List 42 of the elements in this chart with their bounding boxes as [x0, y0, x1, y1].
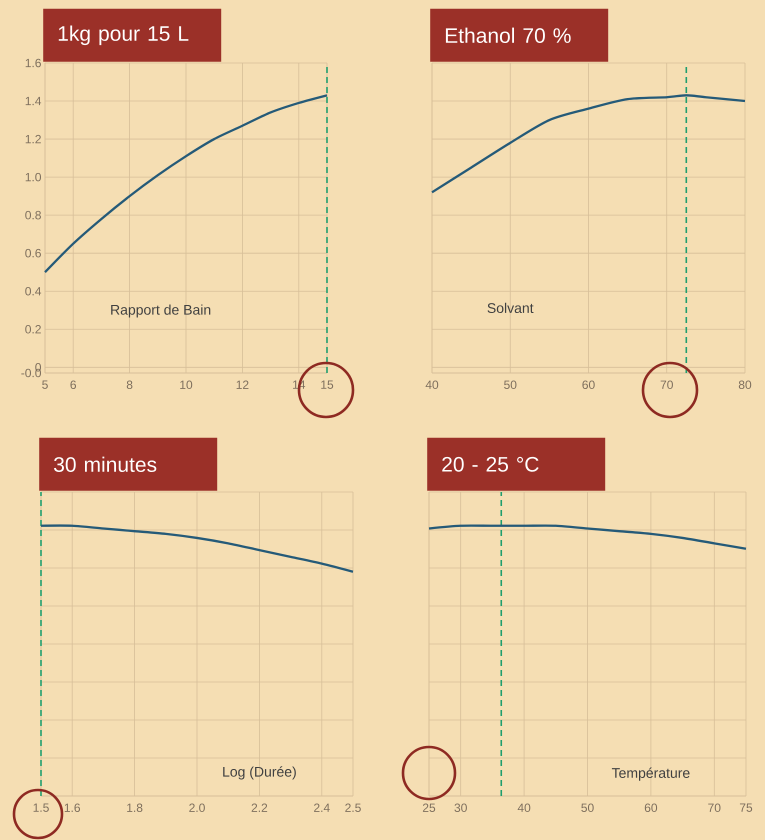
y-tick-label: 1.6 — [26, 58, 41, 68]
y-tick-label: 1.4 — [26, 96, 42, 106]
y-tick-label: 1.0 — [26, 172, 42, 182]
x-tick-label: 40 — [426, 380, 438, 390]
x-tick-label: 1.8 — [127, 804, 142, 812]
x-axis-title: Solvant — [488, 302, 534, 314]
x-tick-label: 15 — [321, 380, 334, 389]
x-tick-label: 1.6 — [64, 804, 80, 812]
chart-title: 1kg pour 15 L — [58, 26, 188, 46]
x-tick-label: 75 — [740, 804, 752, 812]
x-tick-label: 50 — [581, 804, 594, 812]
x-tick-label: 60 — [644, 804, 658, 812]
y-tick-label: 0.8 — [25, 210, 41, 220]
y-tick-label: 0.6 — [25, 248, 41, 258]
x-axis-title: Log (Durée) — [223, 766, 296, 780]
x-tick-label: 30 — [454, 804, 467, 812]
x-tick-label: 2.0 — [189, 804, 205, 812]
x-tick-label: 2.4 — [314, 804, 330, 812]
x-tick-label: 10 — [180, 380, 192, 390]
x-tick-label: 2.5 — [345, 804, 361, 812]
x-axis-title: Température — [612, 767, 690, 781]
chart-title: 20 - 25 °C — [442, 456, 539, 472]
y-tick-label: 0.2 — [25, 325, 41, 334]
chart-title: Ethanol 70 % — [446, 28, 571, 44]
x-tick-label: 6 — [70, 380, 76, 390]
x-tick-label: 60 — [582, 380, 595, 390]
y-tick-label: 1.2 — [26, 134, 41, 144]
x-axis-title: Rapport de Bain — [111, 304, 210, 318]
x-tick-label: 8 — [126, 380, 132, 390]
x-tick-label: 80 — [738, 380, 752, 390]
x-tick-label: 12 — [236, 380, 248, 389]
x-tick-label: 50 — [504, 380, 516, 390]
x-tick-label: 70 — [708, 804, 720, 812]
x-tick-label: 70 — [660, 380, 673, 390]
x-tick-label: 25 — [422, 804, 436, 812]
y-tick-label: 0.4 — [25, 286, 42, 296]
x-tick-label: 2.2 — [252, 804, 268, 812]
x-tick-label: 1.5 — [34, 804, 49, 812]
line-series — [44, 94, 328, 274]
x-tick-label: 5 — [42, 380, 48, 389]
x-tick-label: 40 — [518, 804, 530, 812]
chart-title: 30 minutes — [54, 456, 156, 472]
